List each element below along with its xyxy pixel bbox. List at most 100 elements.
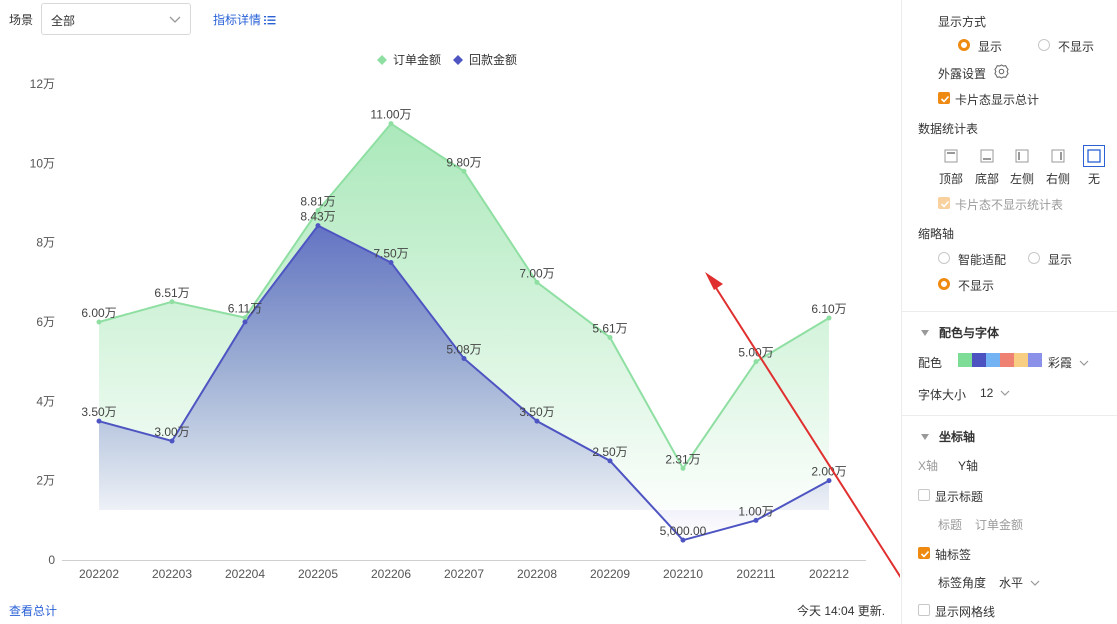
palette-swatch — [958, 353, 972, 367]
layout-bottom-icon — [980, 149, 994, 163]
color-font-group-toggle[interactable]: 配色与字体 — [921, 324, 999, 341]
palette-swatch — [986, 353, 1000, 367]
data-point — [315, 223, 321, 229]
checkbox-label: 显示标题 — [935, 490, 984, 504]
legend-marker — [377, 55, 387, 65]
palette-swatch — [1000, 353, 1014, 367]
font-size-value: 12 — [980, 386, 994, 400]
stats-pos-top[interactable]: 顶部 — [938, 145, 964, 187]
y-tick-label: 10万 — [30, 156, 55, 170]
data-point — [169, 299, 175, 305]
data-point — [242, 319, 248, 325]
axis-title: 坐标轴 — [939, 430, 976, 444]
radio-dot — [938, 278, 950, 290]
chart-data-labels: 6.00万 6.51万 6.11万 8.81万 11.00万 9.80万 7.00万 5.61… — [81, 108, 846, 538]
palette-swatch — [1014, 353, 1028, 367]
palette-swatches[interactable] — [958, 353, 1042, 367]
data-label: 7.50万 — [373, 247, 408, 261]
axis-group-toggle[interactable]: 坐标轴 — [921, 428, 975, 445]
stats-pos-left[interactable]: 左侧 — [1009, 145, 1035, 187]
data-label: 6.10万 — [811, 302, 846, 316]
data-label: 6.51万 — [154, 286, 189, 300]
red-annotation-arrow — [705, 272, 900, 579]
data-label: 5.00万 — [738, 346, 773, 360]
x-tick-label: 202212 — [809, 567, 849, 581]
stats-pos-bottom[interactable]: 底部 — [974, 145, 1000, 187]
data-label: 6.00万 — [81, 306, 116, 320]
metric-detail-link[interactable]: 指标详情 — [213, 11, 276, 28]
data-point — [534, 279, 540, 285]
axis-title-label: 标题 — [938, 518, 963, 532]
y-tick-label: 6万 — [36, 315, 55, 329]
data-label: 1.00万 — [738, 504, 773, 518]
tab-x-axis[interactable]: X轴 — [918, 459, 939, 473]
checkbox-label: 卡片态显示总计 — [955, 93, 1040, 107]
settings-panel: 显示方式 显示 不显示 外露设置 卡片态显示总计 数据统计表 顶部 底部 左侧 … — [901, 0, 1117, 624]
stats-pos-right[interactable]: 右侧 — [1045, 145, 1071, 187]
data-point — [753, 517, 759, 523]
chevron-down-icon — [1000, 390, 1010, 396]
metric-detail-label: 指标详情 — [213, 13, 262, 27]
data-point — [753, 359, 759, 365]
stats-pos-none[interactable]: 无 — [1081, 145, 1107, 187]
display-mode-title: 显示方式 — [938, 15, 987, 29]
data-point — [96, 418, 102, 424]
x-tick-label: 202206 — [371, 567, 411, 581]
stats-pos-label: 右侧 — [1045, 172, 1070, 186]
radio-dot — [958, 39, 970, 51]
data-point — [534, 418, 540, 424]
y-tick-label: 12万 — [30, 77, 55, 91]
scene-select[interactable]: 全部 — [41, 3, 191, 35]
label-angle-select[interactable]: 水平 — [999, 574, 1041, 591]
axis-title-value[interactable]: 订单金额 — [975, 518, 1024, 532]
x-tick-label: 202207 — [444, 567, 484, 581]
x-tick-label: 202202 — [79, 567, 119, 581]
x-tick-label: 202209 — [590, 567, 630, 581]
layout-right-icon — [1051, 149, 1065, 163]
checkbox-box — [918, 489, 930, 501]
radio-label: 显示 — [1048, 253, 1073, 267]
radio-dot — [1028, 252, 1040, 264]
y-axis: 0 2万 4万 6万 8万 10万 12万 — [30, 77, 56, 567]
legend-marker — [453, 55, 463, 65]
view-total-link[interactable]: 查看总计 — [9, 604, 58, 618]
data-point — [315, 208, 321, 214]
label-angle-value: 水平 — [999, 576, 1024, 590]
x-axis: 202202 202203 202204 202205 202206 202207 2022… — [62, 560, 866, 581]
scene-label: 场景 — [9, 13, 34, 27]
data-label: 9.80万 — [446, 155, 481, 169]
check-icon — [920, 550, 930, 558]
checkbox-box — [918, 547, 930, 559]
data-point — [680, 465, 686, 471]
data-point — [461, 168, 467, 174]
radio-label: 不显示 — [958, 279, 995, 293]
data-label: 7.00万 — [519, 266, 554, 280]
data-label: 2.50万 — [592, 445, 627, 459]
data-label: 2.00万 — [811, 465, 846, 479]
y-tick-label: 4万 — [36, 394, 55, 408]
chart-card: 场景 全部 指标详情 订单金额 回款金额 0 2万 4万 6万 8万 10万 12万 2022… — [9, 3, 900, 618]
y-tick-label: 2万 — [36, 474, 55, 488]
data-label: 8.43万 — [300, 210, 335, 224]
data-point — [607, 334, 613, 340]
checkbox-box — [918, 604, 930, 616]
gear-icon[interactable] — [994, 64, 1009, 79]
chevron-down-icon — [169, 16, 181, 23]
stats-pos-label: 底部 — [974, 172, 999, 186]
collapse-triangle-icon — [921, 434, 929, 440]
chevron-down-icon — [1030, 580, 1040, 586]
data-point — [242, 315, 248, 321]
palette-select[interactable]: 彩霞 — [1048, 354, 1090, 371]
y-tick-label: 8万 — [36, 236, 55, 250]
palette-swatch — [1028, 353, 1042, 367]
chart-legend: 订单金额 回款金额 — [377, 52, 517, 67]
collapse-triangle-icon — [921, 330, 929, 336]
label-angle-label: 标签角度 — [938, 576, 987, 590]
list-icon — [264, 16, 276, 25]
exposure-settings-label: 外露设置 — [938, 67, 987, 81]
tab-y-axis[interactable]: Y轴 — [958, 459, 979, 473]
data-label: 3.50万 — [519, 405, 554, 419]
font-size-select[interactable]: 12 — [980, 386, 1011, 400]
data-label: 2.31万 — [665, 452, 700, 466]
